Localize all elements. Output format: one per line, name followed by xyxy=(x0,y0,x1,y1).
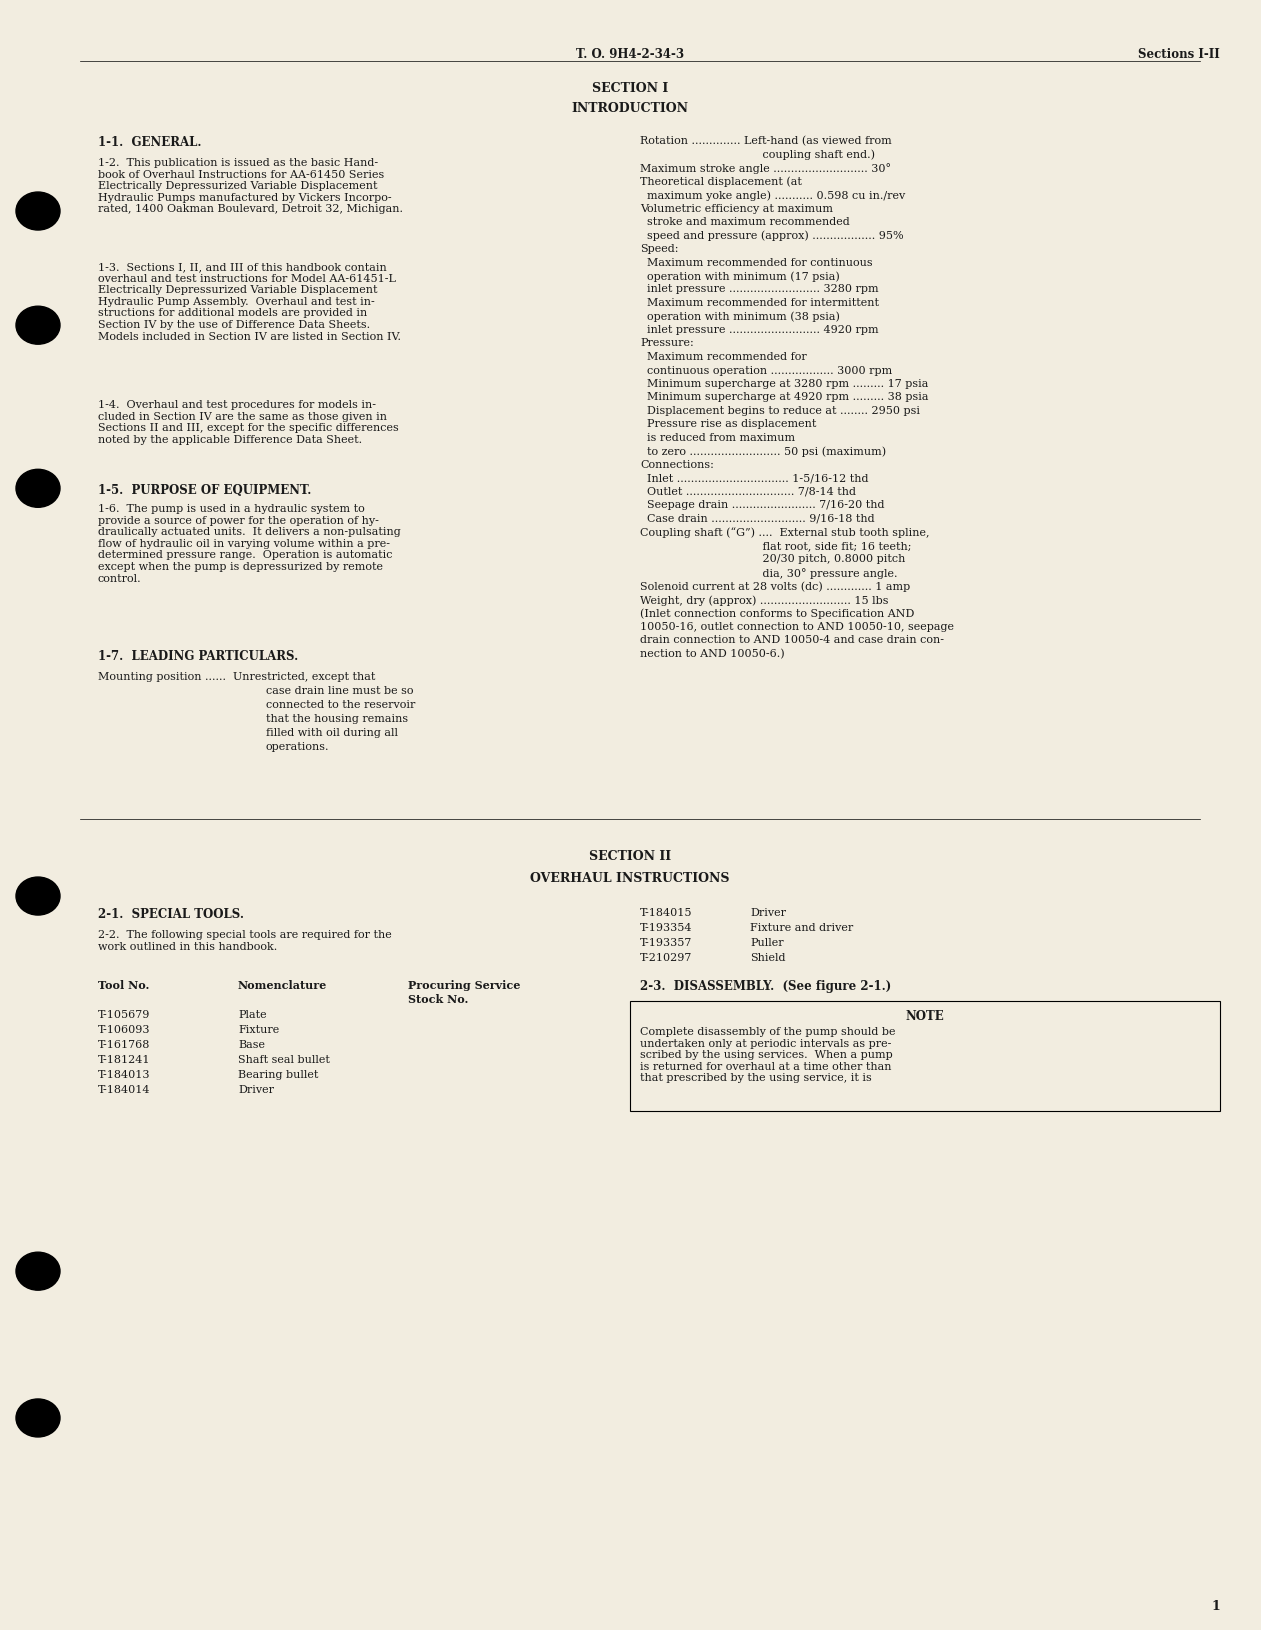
Text: T-105679: T-105679 xyxy=(98,1009,150,1019)
Text: operations.: operations. xyxy=(266,742,329,751)
Text: NOTE: NOTE xyxy=(905,1009,944,1022)
Text: Stock No.: Stock No. xyxy=(409,993,468,1004)
Text: Minimum supercharge at 4920 rpm ......... 38 psia: Minimum supercharge at 4920 rpm ........… xyxy=(641,393,928,403)
Text: Connections:: Connections: xyxy=(641,460,714,469)
Text: Maximum stroke angle ........................... 30°: Maximum stroke angle ...................… xyxy=(641,163,892,174)
Text: Mounting position ......  Unrestricted, except that: Mounting position ...... Unrestricted, e… xyxy=(98,672,376,681)
Text: SECTION I: SECTION I xyxy=(591,82,668,95)
Text: Bearing bullet: Bearing bullet xyxy=(238,1069,318,1079)
Ellipse shape xyxy=(16,192,61,231)
Text: Tool No.: Tool No. xyxy=(98,980,149,991)
Text: case drain line must be so: case drain line must be so xyxy=(266,686,414,696)
Text: 1-6.  The pump is used in a hydraulic system to
provide a source of power for th: 1-6. The pump is used in a hydraulic sys… xyxy=(98,504,401,584)
Text: speed and pressure (approx) .................. 95%: speed and pressure (approx) ............… xyxy=(641,230,904,241)
Text: maximum yoke angle) ........... 0.598 cu in./rev: maximum yoke angle) ........... 0.598 cu… xyxy=(641,189,905,200)
Text: Weight, dry (approx) .......................... 15 lbs: Weight, dry (approx) ...................… xyxy=(641,595,889,605)
Text: SECTION II: SECTION II xyxy=(589,849,671,862)
Text: Base: Base xyxy=(238,1040,265,1050)
Text: that the housing remains: that the housing remains xyxy=(266,714,409,724)
Text: T-193354: T-193354 xyxy=(641,923,692,932)
Text: T-184015: T-184015 xyxy=(641,908,692,918)
Text: Procuring Service: Procuring Service xyxy=(409,980,521,991)
Text: T-181241: T-181241 xyxy=(98,1055,150,1064)
Text: nection to AND 10050-6.): nection to AND 10050-6.) xyxy=(641,649,784,659)
Ellipse shape xyxy=(16,306,61,346)
Text: continuous operation .................. 3000 rpm: continuous operation .................. … xyxy=(641,365,893,375)
Text: Complete disassembly of the pump should be
undertaken only at periodic intervals: Complete disassembly of the pump should … xyxy=(641,1027,895,1082)
Text: (Inlet connection conforms to Specification AND: (Inlet connection conforms to Specificat… xyxy=(641,608,914,619)
Text: Pressure:: Pressure: xyxy=(641,339,694,349)
Text: coupling shaft end.): coupling shaft end.) xyxy=(641,150,875,160)
Text: 2-2.  The following special tools are required for the
work outlined in this han: 2-2. The following special tools are req… xyxy=(98,929,392,950)
Text: T-210297: T-210297 xyxy=(641,952,692,962)
Text: dia, 30° pressure angle.: dia, 30° pressure angle. xyxy=(641,567,898,579)
Text: inlet pressure .......................... 4920 rpm: inlet pressure .........................… xyxy=(641,324,879,334)
Text: 1-4.  Overhaul and test procedures for models in-
cluded in Section IV are the s: 1-4. Overhaul and test procedures for mo… xyxy=(98,399,398,445)
Text: Pressure rise as displacement: Pressure rise as displacement xyxy=(641,419,816,429)
Text: Sections I-II: Sections I-II xyxy=(1139,47,1219,60)
Text: Volumetric efficiency at maximum: Volumetric efficiency at maximum xyxy=(641,204,834,214)
Text: 1-2.  This publication is issued as the basic Hand-
book of Overhaul Instruction: 1-2. This publication is issued as the b… xyxy=(98,158,404,214)
Bar xyxy=(630,1001,1219,1112)
Text: Fixture and driver: Fixture and driver xyxy=(750,923,854,932)
Text: is reduced from maximum: is reduced from maximum xyxy=(641,432,796,443)
Text: flat root, side fit; 16 teeth;: flat root, side fit; 16 teeth; xyxy=(641,541,912,551)
Text: 10050-16, outlet connection to AND 10050-10, seepage: 10050-16, outlet connection to AND 10050… xyxy=(641,621,955,631)
Text: Driver: Driver xyxy=(238,1084,274,1094)
Text: filled with oil during all: filled with oil during all xyxy=(266,727,398,737)
Text: T-184013: T-184013 xyxy=(98,1069,150,1079)
Text: Nomenclature: Nomenclature xyxy=(238,980,328,991)
Ellipse shape xyxy=(16,1252,61,1291)
Text: 1: 1 xyxy=(1212,1599,1219,1612)
Ellipse shape xyxy=(16,469,61,509)
Text: Seepage drain ........................ 7/16-20 thd: Seepage drain ........................ 7… xyxy=(641,500,884,510)
Ellipse shape xyxy=(16,1399,61,1438)
Text: Driver: Driver xyxy=(750,908,786,918)
Text: Displacement begins to reduce at ........ 2950 psi: Displacement begins to reduce at .......… xyxy=(641,406,921,416)
Text: Shaft seal bullet: Shaft seal bullet xyxy=(238,1055,330,1064)
Ellipse shape xyxy=(16,877,61,916)
Text: operation with minimum (17 psia): operation with minimum (17 psia) xyxy=(641,271,840,282)
Text: Solenoid current at 28 volts (dc) ............. 1 amp: Solenoid current at 28 volts (dc) ......… xyxy=(641,582,910,592)
Text: INTRODUCTION: INTRODUCTION xyxy=(571,103,689,116)
Text: OVERHAUL INSTRUCTIONS: OVERHAUL INSTRUCTIONS xyxy=(530,872,730,885)
Text: 1-3.  Sections I, II, and III of this handbook contain
overhaul and test instruc: 1-3. Sections I, II, and III of this han… xyxy=(98,262,401,341)
Text: connected to the reservoir: connected to the reservoir xyxy=(266,699,415,709)
Text: T-161768: T-161768 xyxy=(98,1040,150,1050)
Text: stroke and maximum recommended: stroke and maximum recommended xyxy=(641,217,850,227)
Text: 1-7.  LEADING PARTICULARS.: 1-7. LEADING PARTICULARS. xyxy=(98,650,299,662)
Text: Plate: Plate xyxy=(238,1009,266,1019)
Text: T-193357: T-193357 xyxy=(641,937,692,947)
Text: 20/30 pitch, 0.8000 pitch: 20/30 pitch, 0.8000 pitch xyxy=(641,554,905,564)
Text: 1-5.  PURPOSE OF EQUIPMENT.: 1-5. PURPOSE OF EQUIPMENT. xyxy=(98,484,311,497)
Text: Coupling shaft (“G”) ....  External stub tooth spline,: Coupling shaft (“G”) .... External stub … xyxy=(641,526,929,538)
Text: inlet pressure .......................... 3280 rpm: inlet pressure .........................… xyxy=(641,284,879,295)
Text: Minimum supercharge at 3280 rpm ......... 17 psia: Minimum supercharge at 3280 rpm ........… xyxy=(641,378,928,390)
Text: Speed:: Speed: xyxy=(641,244,678,254)
Text: 2-3.  DISASSEMBLY.  (See figure 2-1.): 2-3. DISASSEMBLY. (See figure 2-1.) xyxy=(641,980,892,993)
Text: 2-1.  SPECIAL TOOLS.: 2-1. SPECIAL TOOLS. xyxy=(98,908,243,921)
Text: operation with minimum (38 psia): operation with minimum (38 psia) xyxy=(641,311,840,321)
Text: Maximum recommended for: Maximum recommended for xyxy=(641,352,807,362)
Text: Rotation .............. Left-hand (as viewed from: Rotation .............. Left-hand (as vi… xyxy=(641,135,892,147)
Text: to zero .......................... 50 psi (maximum): to zero .......................... 50 ps… xyxy=(641,447,886,456)
Text: Inlet ................................ 1-5/16-12 thd: Inlet ................................ 1… xyxy=(641,473,869,482)
Text: Fixture: Fixture xyxy=(238,1024,279,1035)
Text: Maximum recommended for continuous: Maximum recommended for continuous xyxy=(641,258,873,267)
Text: T-106093: T-106093 xyxy=(98,1024,150,1035)
Text: Case drain ........................... 9/16-18 thd: Case drain ........................... 9… xyxy=(641,513,875,523)
Text: drain connection to AND 10050-4 and case drain con-: drain connection to AND 10050-4 and case… xyxy=(641,636,944,645)
Text: Maximum recommended for intermittent: Maximum recommended for intermittent xyxy=(641,298,879,308)
Text: Puller: Puller xyxy=(750,937,783,947)
Text: Outlet ............................... 7/8-14 thd: Outlet ............................... 7… xyxy=(641,487,856,497)
Text: 1-1.  GENERAL.: 1-1. GENERAL. xyxy=(98,135,202,148)
Text: T-184014: T-184014 xyxy=(98,1084,150,1094)
Text: T. O. 9H4-2-34-3: T. O. 9H4-2-34-3 xyxy=(576,47,683,60)
Text: Shield: Shield xyxy=(750,952,786,962)
Text: Theoretical displacement (at: Theoretical displacement (at xyxy=(641,176,802,187)
